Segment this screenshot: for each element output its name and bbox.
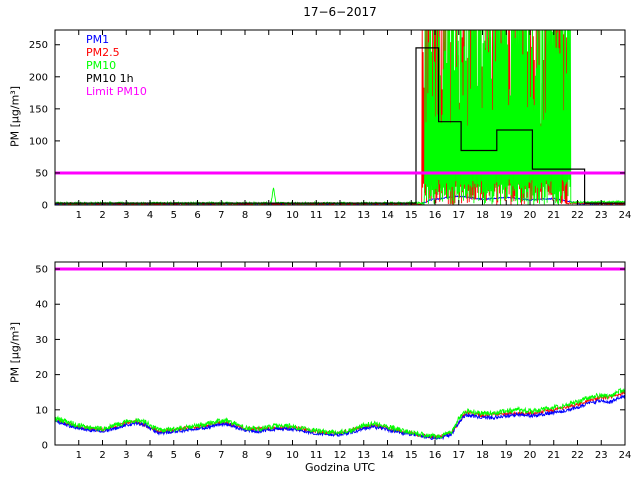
x-tick-label: 14 bbox=[381, 450, 394, 461]
x-tick-label: 7 bbox=[218, 450, 224, 461]
x-tick-label: 12 bbox=[334, 210, 347, 221]
y-tick-label: 0 bbox=[42, 441, 48, 452]
x-tick-label: 21 bbox=[547, 450, 560, 461]
x-tick-label: 9 bbox=[266, 210, 272, 221]
x-tick-label: 16 bbox=[429, 210, 442, 221]
x-tick-label: 23 bbox=[595, 450, 608, 461]
x-tick-label: 24 bbox=[619, 450, 632, 461]
x-tick-label: 19 bbox=[500, 210, 513, 221]
y-tick-label: 50 bbox=[35, 168, 48, 179]
x-tick-label: 23 bbox=[595, 210, 608, 221]
x-tick-label: 8 bbox=[242, 210, 248, 221]
legend-item-pm10-1h: PM10 1h bbox=[86, 72, 134, 85]
legend: PM1 PM2.5 PM10 PM10 1h Limit PM10 bbox=[86, 33, 147, 98]
x-tick-label: 24 bbox=[619, 210, 632, 221]
x-tick-label: 9 bbox=[266, 450, 272, 461]
axes-box bbox=[54, 261, 626, 446]
legend-item-pm2-5: PM2.5 bbox=[86, 46, 120, 59]
x-tick-label: 12 bbox=[334, 450, 347, 461]
x-tick-label: 15 bbox=[405, 450, 418, 461]
x-tick-label: 1 bbox=[76, 450, 82, 461]
y-tick-label: 40 bbox=[35, 300, 48, 311]
x-tick-label: 5 bbox=[171, 450, 177, 461]
x-tick-label: 11 bbox=[310, 450, 323, 461]
x-tick-label: 15 bbox=[405, 210, 418, 221]
x-tick-label: 13 bbox=[357, 450, 370, 461]
y-tick-label: 20 bbox=[35, 370, 48, 381]
x-tick-label: 18 bbox=[476, 210, 489, 221]
x-tick-label: 20 bbox=[524, 210, 537, 221]
chart-title: 17−6−2017 bbox=[303, 5, 377, 19]
x-tick-label: 11 bbox=[310, 210, 323, 221]
x-tick-label: 4 bbox=[147, 450, 153, 461]
x-tick-label: 2 bbox=[99, 450, 105, 461]
x-tick-label: 10 bbox=[286, 450, 299, 461]
series-pm10 bbox=[55, 387, 625, 441]
y-tick-label: 0 bbox=[42, 201, 48, 212]
plot-area-1 bbox=[55, 387, 625, 441]
legend-item-pm10: PM10 bbox=[86, 59, 117, 72]
y-tick-label: 100 bbox=[29, 136, 48, 147]
x-tick-label: 2 bbox=[99, 210, 105, 221]
legend-item-pm1: PM1 bbox=[86, 33, 110, 46]
x-tick-label: 21 bbox=[547, 210, 560, 221]
x-tick-label: 1 bbox=[76, 210, 82, 221]
x-axis-label: Godzina UTC bbox=[304, 461, 376, 474]
x-tick-label: 20 bbox=[524, 450, 537, 461]
y-tick-label: 200 bbox=[29, 72, 48, 83]
x-tick-label: 22 bbox=[571, 450, 584, 461]
x-tick-label: 13 bbox=[357, 210, 370, 221]
x-tick-label: 6 bbox=[194, 450, 200, 461]
x-tick-label: 16 bbox=[429, 450, 442, 461]
x-tick-label: 19 bbox=[500, 450, 513, 461]
y-tick-label: 10 bbox=[35, 405, 48, 416]
x-tick-label: 22 bbox=[571, 210, 584, 221]
x-tick-label: 6 bbox=[194, 210, 200, 221]
y-tick-label: 30 bbox=[35, 335, 48, 346]
x-tick-label: 18 bbox=[476, 450, 489, 461]
x-tick-label: 3 bbox=[123, 210, 129, 221]
x-tick-label: 10 bbox=[286, 210, 299, 221]
y-tick-label: 150 bbox=[29, 104, 48, 115]
series-pm10-1h bbox=[55, 47, 625, 204]
x-tick-label: 14 bbox=[381, 210, 394, 221]
x-tick-label: 4 bbox=[147, 210, 153, 221]
x-tick-label: 17 bbox=[452, 210, 465, 221]
x-tick-label: 7 bbox=[218, 210, 224, 221]
x-tick-label: 8 bbox=[242, 450, 248, 461]
x-tick-label: 3 bbox=[123, 450, 129, 461]
y-tick-label: 250 bbox=[29, 40, 48, 51]
y-tick-label: 50 bbox=[35, 265, 48, 276]
legend-item-limit-pm10: Limit PM10 bbox=[86, 85, 147, 98]
x-tick-label: 5 bbox=[171, 210, 177, 221]
x-tick-label: 17 bbox=[452, 450, 465, 461]
